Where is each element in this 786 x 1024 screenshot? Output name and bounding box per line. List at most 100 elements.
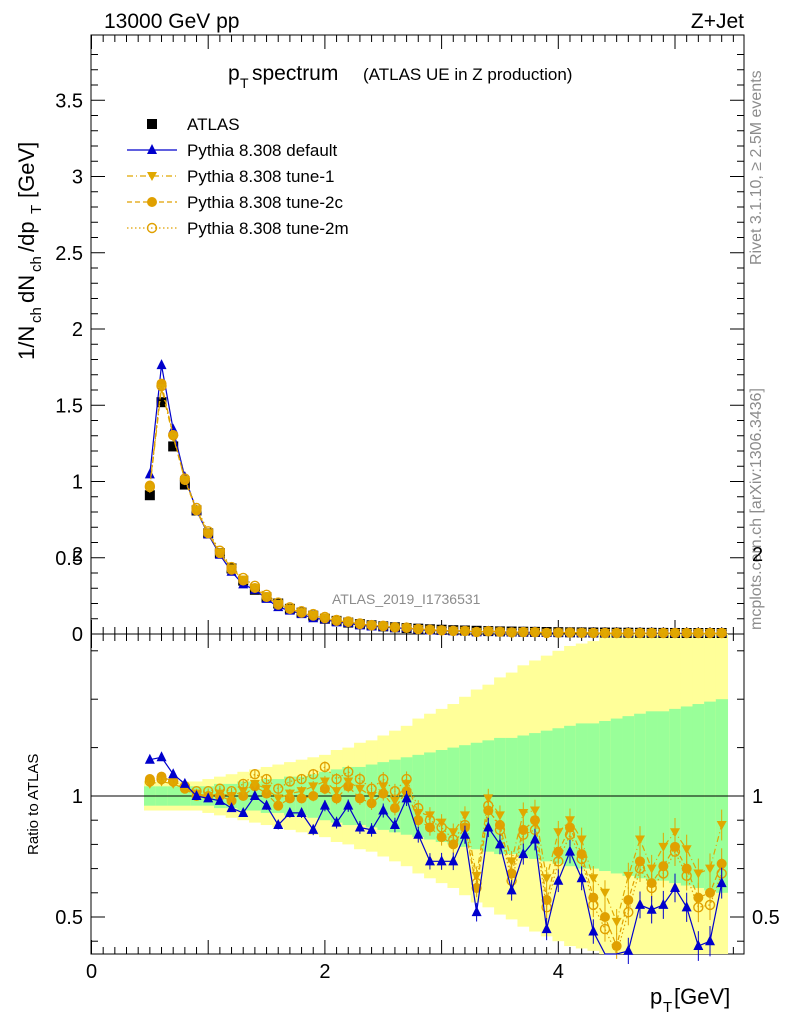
main-point: [378, 622, 389, 632]
ratio-point: [459, 811, 470, 821]
ratio-point: [308, 782, 319, 792]
ratio-point: [296, 806, 307, 817]
ratio-point: [366, 792, 377, 801]
ratio-point: [378, 788, 389, 799]
legend-marker: [147, 197, 157, 207]
ratio-point: [705, 935, 716, 946]
main-point: [436, 626, 447, 636]
ratio-point: [413, 802, 424, 814]
y-label-unit: [GeV]: [14, 142, 39, 198]
ratio-point: [705, 864, 716, 874]
y-axis-label: 1/N ch dN ch /dp T [GeV]: [14, 142, 45, 360]
analysis-id: ATLAS_2019_I1736531: [332, 591, 481, 607]
main-point: [331, 614, 342, 626]
ratio-point: [378, 773, 389, 785]
mcplots-label: mcplots.cern.ch [arXiv:1306.3436]: [748, 388, 765, 630]
main-point: [249, 583, 260, 593]
y-tick-label: 1: [72, 472, 83, 494]
ratio-point: [249, 779, 260, 789]
ratio-series-pythia-8-308-tune-1: [144, 775, 727, 935]
main-point: [331, 616, 342, 626]
main-point: [354, 618, 366, 629]
main-point: [296, 605, 307, 617]
legend-label: Pythia 8.308 tune-2c: [187, 193, 343, 212]
x-label-unit: [GeV]: [674, 984, 730, 1009]
x-label-p: p: [650, 984, 662, 1009]
main-point: [168, 441, 179, 452]
ratio-point: [319, 799, 330, 810]
main-point: [156, 397, 167, 408]
ratio-point: [553, 874, 564, 885]
y-tick-label: 0: [72, 624, 83, 646]
ratio-tick-label-right: 0.5: [752, 907, 780, 929]
y-tick-label: 2.5: [55, 243, 83, 265]
ratio-point: [634, 863, 646, 874]
legend-marker: [146, 222, 158, 234]
ratio-point: [366, 783, 377, 794]
ratio-point: [296, 787, 307, 797]
main-point: [436, 625, 447, 636]
ratio-point: [354, 773, 366, 785]
ratio-point: [343, 766, 354, 777]
main-point: [168, 433, 179, 443]
ratio-point: [588, 899, 599, 911]
main-point: [156, 384, 167, 394]
main-point: [238, 575, 249, 585]
ratio-point: [249, 769, 261, 780]
main-point: [564, 628, 575, 638]
ratio-tick-label-left: 0.5: [55, 907, 83, 929]
ratio-point: [238, 806, 249, 817]
main-point: [424, 624, 436, 635]
ratio-point: [693, 940, 704, 951]
ratio-point: [646, 882, 657, 894]
main-point: [693, 629, 704, 638]
legend-entry: Pythia 8.308 tune-2c: [127, 193, 343, 212]
ratio-line: [149, 766, 723, 956]
ratio-point: [226, 802, 237, 813]
y-tick-label: 1.5: [55, 395, 83, 417]
main-point: [284, 602, 296, 613]
x-tick-label: 2: [319, 961, 330, 983]
main-point: [623, 629, 634, 638]
ratio-point: [413, 828, 424, 839]
main-point: [705, 629, 716, 638]
title-sub: T: [240, 75, 249, 91]
ratio-point: [483, 800, 494, 811]
ratio-point: [670, 828, 680, 838]
main-point: [588, 627, 599, 639]
ratio-point: [588, 874, 599, 884]
y-label-sub-ch1: ch: [28, 307, 45, 323]
main-point: [506, 627, 517, 638]
ratio-point: [424, 855, 435, 866]
main-point: [634, 627, 646, 639]
ratio-point: [214, 783, 226, 794]
ratio-point: [611, 941, 622, 952]
main-point: [179, 473, 191, 484]
x-tick-label: 4: [553, 961, 564, 983]
ratio-point: [483, 821, 494, 832]
ratio-point: [331, 773, 342, 785]
ratio-point: [296, 793, 307, 804]
ratio-point: [576, 835, 587, 845]
main-point: [471, 626, 482, 638]
ratio-point: [658, 898, 669, 909]
ratio-point: [693, 902, 704, 913]
ratio-point: [284, 806, 295, 817]
ratio-point: [273, 800, 284, 811]
main-point: [167, 429, 179, 441]
ratio-point: [576, 872, 587, 883]
ratio-point: [459, 828, 470, 839]
main-point: [296, 608, 307, 618]
main-point: [483, 626, 494, 637]
y-tick-label: 3: [72, 167, 83, 189]
ratio-series-pythia-8-308-default: [144, 751, 727, 964]
ratio-point: [670, 881, 680, 892]
ratio-point: [319, 777, 330, 787]
ratio-point: [261, 799, 272, 810]
ratio-point: [308, 769, 319, 780]
ratio-point: [436, 832, 447, 843]
main-point: [144, 490, 155, 501]
x-tick-label: 0: [86, 961, 97, 983]
main-point: [669, 627, 681, 639]
